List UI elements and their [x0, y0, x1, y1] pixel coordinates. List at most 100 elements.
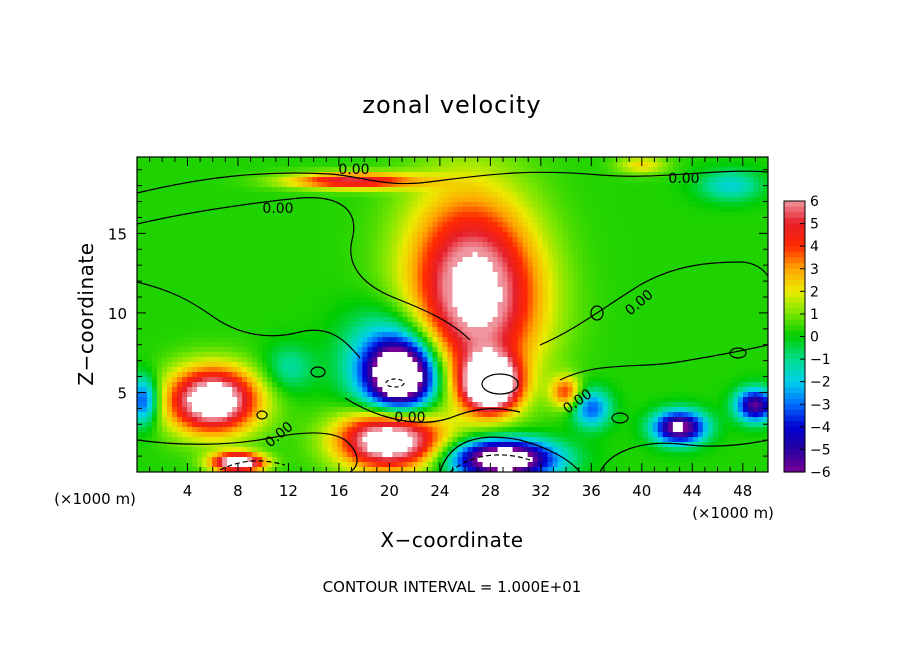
heatmap-cell	[452, 387, 459, 393]
heatmap-cell	[437, 442, 444, 448]
heatmap-cell	[177, 217, 183, 223]
heatmap-cell	[292, 412, 298, 418]
heatmap-cell	[417, 197, 424, 203]
heatmap-cell	[182, 202, 188, 208]
heatmap-cell	[482, 227, 489, 233]
heatmap-cell	[387, 407, 394, 413]
heatmap-cell	[362, 417, 368, 423]
heatmap-cell	[517, 402, 524, 408]
heatmap-cell	[157, 407, 163, 413]
heatmap-cell	[142, 422, 148, 428]
heatmap-cell	[237, 347, 243, 353]
heatmap-cell	[497, 282, 504, 288]
heatmap-cell	[402, 422, 409, 428]
heatmap-cell	[487, 217, 494, 223]
heatmap-cell	[227, 167, 233, 173]
heatmap-cell	[467, 297, 474, 303]
heatmap-cell	[252, 187, 258, 193]
heatmap-cell	[377, 302, 383, 308]
heatmap-cell	[467, 162, 474, 168]
heatmap-cell	[262, 222, 268, 228]
heatmap-cell	[422, 317, 429, 323]
heatmap-cell	[257, 392, 263, 398]
heatmap-cell	[332, 207, 338, 213]
heatmap-cell	[142, 262, 148, 268]
heatmap-cell	[167, 257, 173, 263]
heatmap-cell	[347, 377, 353, 383]
heatmap-cell	[527, 402, 534, 408]
heatmap-cell	[282, 212, 288, 218]
heatmap-cell	[342, 297, 348, 303]
heatmap-cell	[177, 397, 183, 403]
heatmap-cell	[482, 452, 489, 458]
heatmap-cell	[147, 392, 153, 398]
heatmap-cell	[317, 287, 323, 293]
heatmap-cell	[367, 167, 373, 173]
heatmap-cell	[507, 192, 514, 198]
heatmap-cell	[482, 267, 489, 273]
heatmap-cell	[447, 467, 454, 472]
heatmap-cell	[222, 347, 228, 353]
heatmap-cell	[267, 257, 273, 263]
heatmap-cell	[232, 217, 238, 223]
heatmap-cell	[407, 447, 414, 453]
heatmap-cell	[332, 447, 338, 453]
heatmap-cell	[357, 247, 363, 253]
heatmap-cell	[422, 232, 429, 238]
heatmap-cell	[247, 452, 253, 458]
heatmap-cell	[372, 227, 378, 233]
heatmap-cell	[507, 377, 514, 383]
heatmap-cell	[517, 417, 524, 423]
heatmap-cell	[332, 382, 338, 388]
heatmap-cell	[292, 437, 298, 443]
heatmap-cell	[292, 162, 298, 168]
heatmap-cell	[172, 352, 178, 358]
heatmap-cell	[522, 392, 529, 398]
heatmap-cell	[512, 252, 519, 258]
heatmap-cell	[477, 312, 484, 318]
heatmap-cell	[517, 167, 524, 173]
heatmap-cell	[467, 207, 474, 213]
heatmap-cell	[277, 382, 283, 388]
heatmap-cell	[497, 192, 504, 198]
heatmap-cell	[227, 467, 233, 472]
heatmap-cell	[272, 287, 278, 293]
heatmap-cell	[387, 257, 394, 263]
heatmap-cell	[287, 162, 293, 168]
heatmap-cell	[517, 292, 524, 298]
heatmap-cell	[327, 332, 333, 338]
heatmap-cell	[377, 452, 383, 458]
heatmap-cell	[202, 227, 208, 233]
heatmap-cell	[407, 282, 414, 288]
heatmap-cell	[417, 367, 424, 373]
heatmap-cell	[432, 302, 439, 308]
heatmap-cell	[152, 347, 158, 353]
heatmap-cell	[342, 212, 348, 218]
heatmap-cell	[277, 267, 283, 273]
heatmap-cell	[447, 427, 454, 433]
heatmap-cell	[137, 187, 143, 193]
heatmap-cell	[487, 397, 494, 403]
heatmap-cell	[202, 272, 208, 278]
heatmap-cell	[337, 427, 343, 433]
heatmap-cell	[177, 167, 183, 173]
heatmap-cell	[407, 272, 414, 278]
heatmap-cell	[412, 167, 419, 173]
heatmap-cell	[407, 387, 414, 393]
heatmap-cell	[347, 317, 353, 323]
heatmap-cell	[382, 377, 388, 383]
heatmap-cell	[292, 357, 298, 363]
heatmap-cell	[237, 452, 243, 458]
heatmap-cell	[357, 182, 363, 188]
heatmap-cell	[457, 372, 464, 378]
heatmap-cell	[417, 237, 424, 243]
heatmap-cell	[242, 237, 248, 243]
heatmap-cell	[472, 287, 479, 293]
heatmap-cell	[332, 197, 338, 203]
heatmap-cell	[492, 327, 499, 333]
heatmap-cell	[437, 172, 444, 178]
heatmap-cell	[367, 352, 373, 358]
heatmap-cell	[222, 212, 228, 218]
heatmap-cell	[332, 177, 338, 183]
heatmap-cell	[272, 202, 278, 208]
